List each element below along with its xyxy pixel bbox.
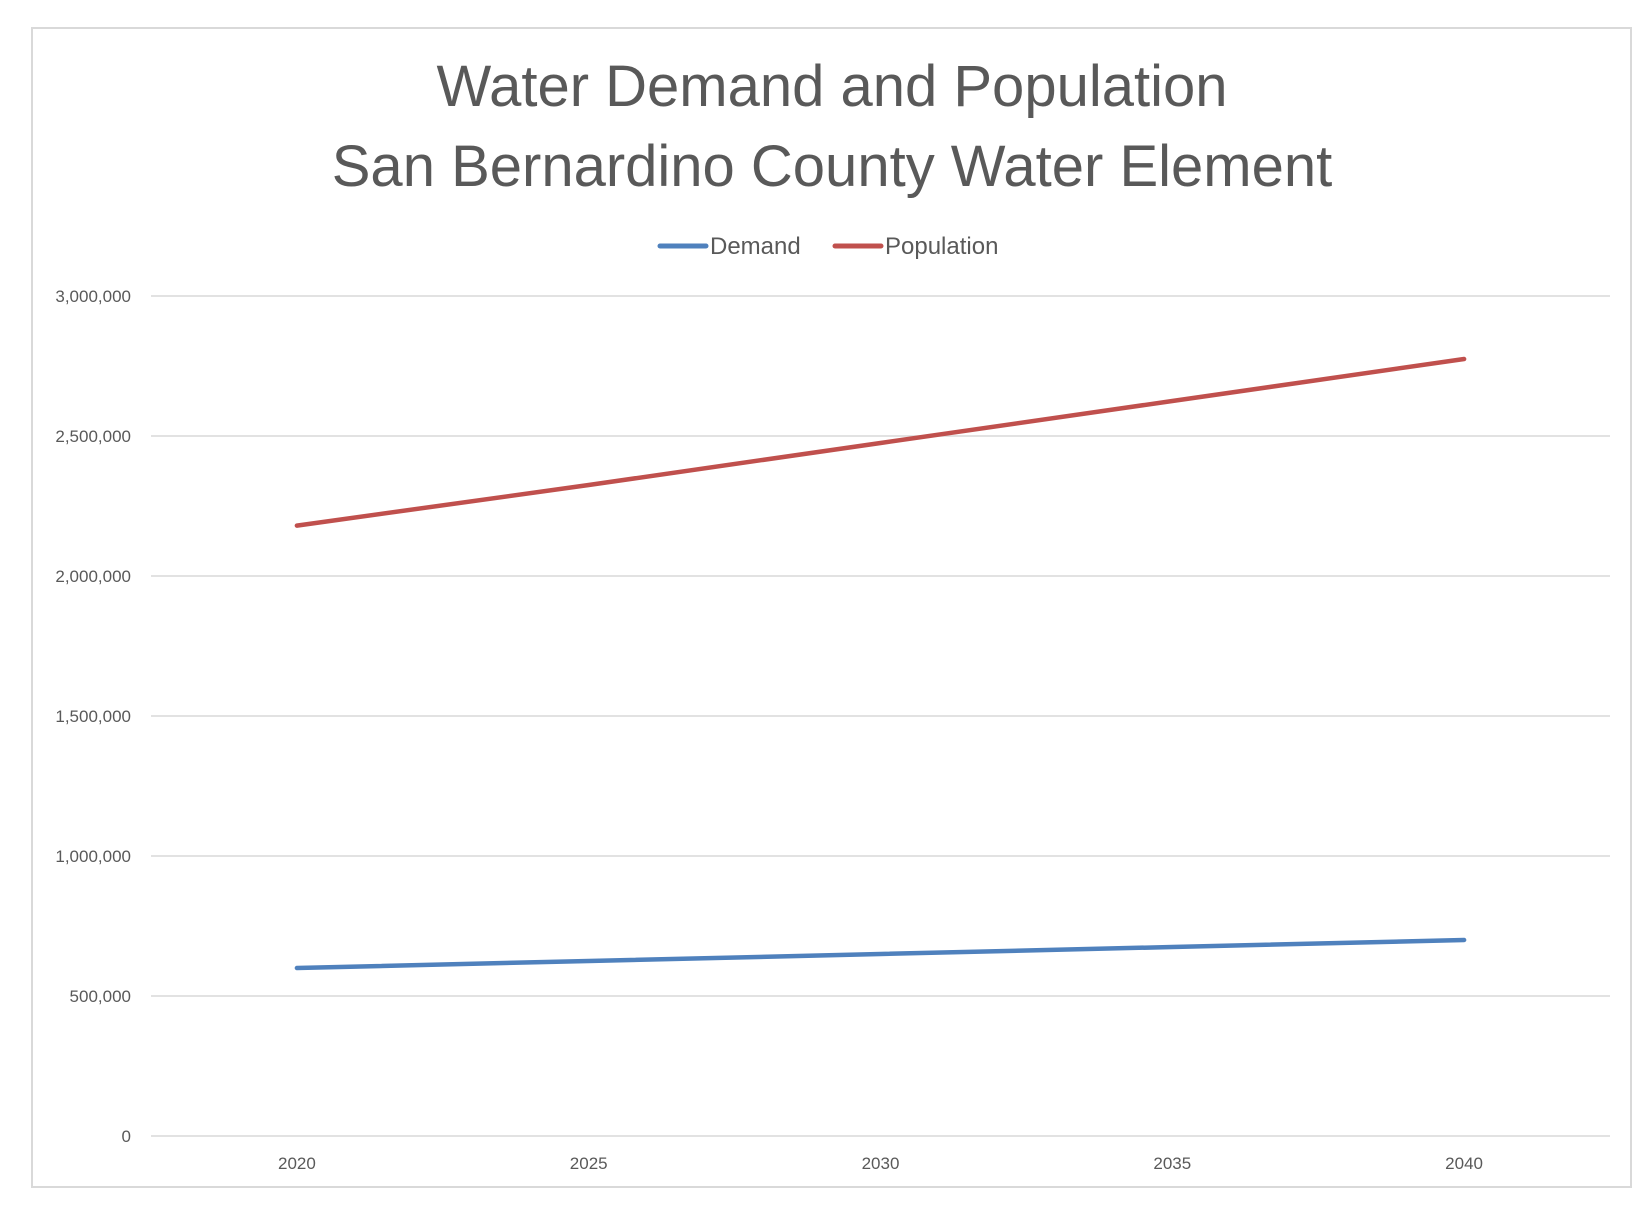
y-tick-label: 2,000,000 (55, 567, 131, 586)
x-tick-label: 2035 (1153, 1154, 1191, 1173)
legend-label-demand: Demand (710, 233, 801, 260)
legend-label-population: Population (885, 233, 998, 260)
gridlines (151, 295, 1610, 1137)
x-axis: 2020 2025 2030 2035 2040 (278, 1154, 1483, 1173)
y-axis: 0 500,000 1,000,000 1,500,000 2,000,000 2,500… (55, 287, 131, 1146)
x-tick-label: 2020 (278, 1154, 316, 1173)
y-tick-label: 3,000,000 (55, 287, 131, 306)
chart-title-line-1: Water Demand and Population (437, 54, 1228, 119)
chart-frame (31, 27, 1632, 1188)
y-tick-label: 1,000,000 (55, 847, 131, 866)
x-tick-label: 2040 (1445, 1154, 1483, 1173)
y-tick-label: 1,500,000 (55, 707, 131, 726)
y-tick-label: 0 (122, 1127, 131, 1146)
chart-title-line-2: San Bernardino County Water Element (332, 134, 1332, 199)
series-line-population (294, 356, 1467, 528)
chart-title: Water Demand and Population San Bernardi… (332, 54, 1332, 199)
series-lines (294, 356, 1467, 971)
series-line-demand (294, 937, 1467, 971)
x-tick-label: 2025 (570, 1154, 608, 1173)
y-tick-label: 500,000 (70, 987, 131, 1006)
legend: Demand Population (657, 233, 998, 260)
x-tick-label: 2030 (862, 1154, 900, 1173)
y-tick-label: 2,500,000 (55, 427, 131, 446)
